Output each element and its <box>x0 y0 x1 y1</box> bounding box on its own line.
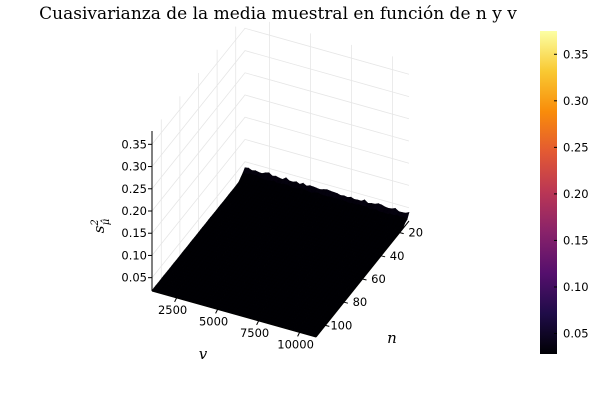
colorbar-tick-label: 0.25 <box>563 140 589 154</box>
z-tick-label: 0.20 <box>121 204 147 218</box>
y-tick-label: 80 <box>353 295 368 309</box>
x-axis-label: v <box>199 345 208 363</box>
colorbar-tick-label: 0.05 <box>563 327 589 341</box>
z-grid-line <box>151 94 410 212</box>
z-axis-label-base: s <box>90 225 108 233</box>
colorbar-gradient <box>540 31 557 354</box>
x-tick-mark <box>256 320 260 326</box>
z-tick-label: 0.30 <box>121 160 147 174</box>
y-tick-mark <box>362 278 367 281</box>
z-grid-line <box>151 27 410 145</box>
colorbar-ticks: 0.05 0.10 0.15 0.20 0.25 0.30 0.35 <box>554 47 589 341</box>
svg-text:s2μ̂: s2μ̂ <box>90 219 112 234</box>
x-tick-label: 10000 <box>277 337 314 351</box>
y-tick-mark <box>325 324 330 327</box>
x-tick-mark <box>174 297 178 303</box>
z-tick-label: 0.25 <box>121 182 147 196</box>
x-tick-label: 7500 <box>240 326 269 340</box>
x-tick-mark <box>297 332 301 337</box>
z-axis-label-sup: 2 <box>90 219 101 226</box>
colorbar-tick-label: 0.15 <box>563 233 589 247</box>
y-tick-label: 40 <box>390 249 405 263</box>
z-grid-line <box>151 116 410 234</box>
z-tick-label: 0.15 <box>121 226 147 240</box>
y-tick-mark <box>380 255 386 258</box>
z-tick-label: 0.10 <box>121 248 147 262</box>
z-grid-line <box>151 138 410 256</box>
y-tick-label: 100 <box>330 318 352 332</box>
y-tick-label: 20 <box>408 226 423 240</box>
x-tick-label: 2500 <box>158 303 187 317</box>
z-grid-line <box>151 72 410 190</box>
y-tick-mark <box>343 301 349 304</box>
y-tick-label: 60 <box>371 272 386 286</box>
colorbar: 0.05 0.10 0.15 0.20 0.25 0.30 0.35 <box>540 31 589 354</box>
colorbar-tick-label: 0.20 <box>563 187 589 201</box>
z-grid-line <box>151 50 410 167</box>
colorbar-tick-label: 0.35 <box>563 47 589 61</box>
z-axis-label-sub: μ̂ <box>101 219 112 226</box>
surface-mesh <box>151 167 410 337</box>
z-axis-label: s2μ̂ <box>90 219 112 234</box>
z-grid-line <box>151 161 410 278</box>
y-axis-label: n <box>387 329 397 347</box>
colorbar-tick-label: 0.10 <box>563 280 589 294</box>
z-tick-label: 0.05 <box>121 271 147 285</box>
y-tick-mark <box>399 232 404 235</box>
x-tick-label: 5000 <box>199 314 228 328</box>
colorbar-tick-label: 0.30 <box>563 94 589 108</box>
chart-title: Cuasivarianza de la media muestral en fu… <box>39 4 517 24</box>
z-tick-label: 0.35 <box>121 137 147 151</box>
x-tick-mark <box>215 309 219 314</box>
x-axis-line <box>151 290 317 338</box>
